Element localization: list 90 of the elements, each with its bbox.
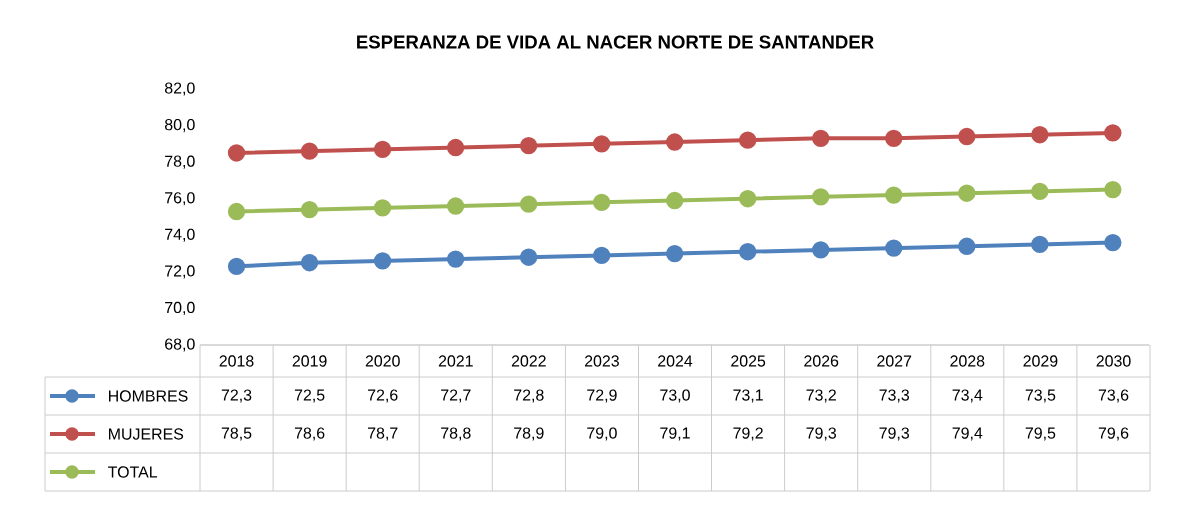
point — [739, 243, 757, 261]
data-label: 73,5 — [1025, 389, 1056, 403]
data-label: 78,7 — [368, 427, 398, 441]
point — [373, 199, 392, 217]
data-label: 78,6 — [294, 427, 325, 441]
point — [227, 257, 246, 276]
point — [592, 193, 611, 212]
data-label: 72,9 — [587, 389, 617, 403]
data-label: 79,2 — [733, 427, 763, 441]
legend-label: HOMBRES — [109, 390, 188, 402]
point — [519, 195, 538, 213]
y-tick-label: 70,0 — [165, 301, 195, 316]
point — [812, 241, 830, 259]
point — [592, 246, 611, 265]
point — [300, 254, 319, 272]
data-label: 79,3 — [806, 427, 837, 441]
data-label: 79,3 — [879, 427, 910, 441]
x-tick-label: 2021 — [438, 355, 473, 367]
x-tick-label: 2025 — [731, 355, 766, 367]
point — [885, 239, 903, 257]
data-label: 79,0 — [587, 427, 617, 441]
data-label: 72,8 — [514, 389, 544, 403]
y-tick-label: 74,0 — [165, 228, 195, 242]
data-label: 72,7 — [441, 389, 471, 403]
data-label: 73,0 — [660, 389, 690, 403]
point — [666, 133, 684, 151]
point — [227, 202, 246, 221]
data-label: 79,1 — [660, 427, 690, 441]
data-label: 79,5 — [1025, 427, 1056, 441]
point — [1031, 235, 1049, 254]
point — [666, 191, 684, 210]
point — [227, 144, 246, 162]
x-tick-label: 2026 — [804, 355, 839, 367]
point — [1104, 124, 1122, 142]
data-label: 78,9 — [514, 427, 544, 441]
y-tick-label: 80,0 — [164, 118, 195, 133]
point — [373, 252, 392, 270]
y-tick-label: 68,0 — [165, 338, 195, 352]
point — [446, 250, 465, 268]
x-tick-label: 2027 — [877, 355, 912, 367]
data-label: 79,4 — [952, 427, 983, 441]
x-tick-label: 2023 — [584, 355, 619, 367]
chart-title: ESPERANZA DE VIDA AL NACER NORTE DE SANTANDER — [357, 35, 874, 49]
y-tick-label: 76,0 — [165, 192, 195, 206]
y-tick-label: 78,0 — [165, 155, 195, 169]
x-tick-label: 2030 — [1096, 355, 1131, 367]
point — [812, 188, 830, 206]
point — [885, 129, 903, 148]
point — [739, 131, 757, 149]
point — [885, 186, 903, 204]
point — [300, 142, 319, 160]
point — [958, 237, 976, 255]
data-label: 78,5 — [221, 427, 252, 441]
x-tick-label: 2028 — [950, 355, 985, 367]
point — [446, 197, 465, 215]
point — [519, 248, 538, 266]
data-label: 73,6 — [1098, 389, 1129, 403]
point — [958, 127, 976, 146]
point — [300, 201, 319, 219]
point — [519, 137, 538, 155]
x-tick-label: 2018 — [219, 355, 254, 367]
point — [373, 140, 392, 159]
y-tick-label: 82,0 — [164, 82, 195, 96]
x-tick-label: 2020 — [365, 355, 400, 367]
point — [446, 138, 465, 157]
point — [958, 184, 976, 202]
point — [1031, 126, 1049, 144]
point — [812, 129, 830, 148]
data-label: 78,8 — [441, 427, 471, 441]
data-label: 73,2 — [806, 389, 836, 403]
data-label: 73,3 — [879, 389, 910, 403]
x-tick-label: 2022 — [511, 355, 546, 367]
data-label: 72,5 — [294, 389, 325, 403]
data-label: 73,4 — [952, 389, 983, 403]
data-label: 79,6 — [1098, 427, 1129, 441]
data-label: 73,1 — [733, 389, 763, 403]
point — [666, 244, 684, 263]
point — [1104, 233, 1122, 252]
x-tick-label: 2029 — [1023, 355, 1058, 367]
point — [1031, 182, 1049, 201]
point — [1104, 180, 1122, 199]
legend-label: TOTAL — [108, 466, 158, 478]
data-label: 72,6 — [368, 389, 398, 403]
legend-label: MUJERES — [109, 428, 184, 440]
point — [592, 135, 611, 153]
y-tick-label: 72,0 — [165, 265, 195, 279]
x-tick-label: 2019 — [292, 355, 327, 367]
point — [739, 190, 757, 208]
data-label: 72,3 — [221, 389, 252, 403]
x-tick-label: 2024 — [658, 355, 693, 367]
